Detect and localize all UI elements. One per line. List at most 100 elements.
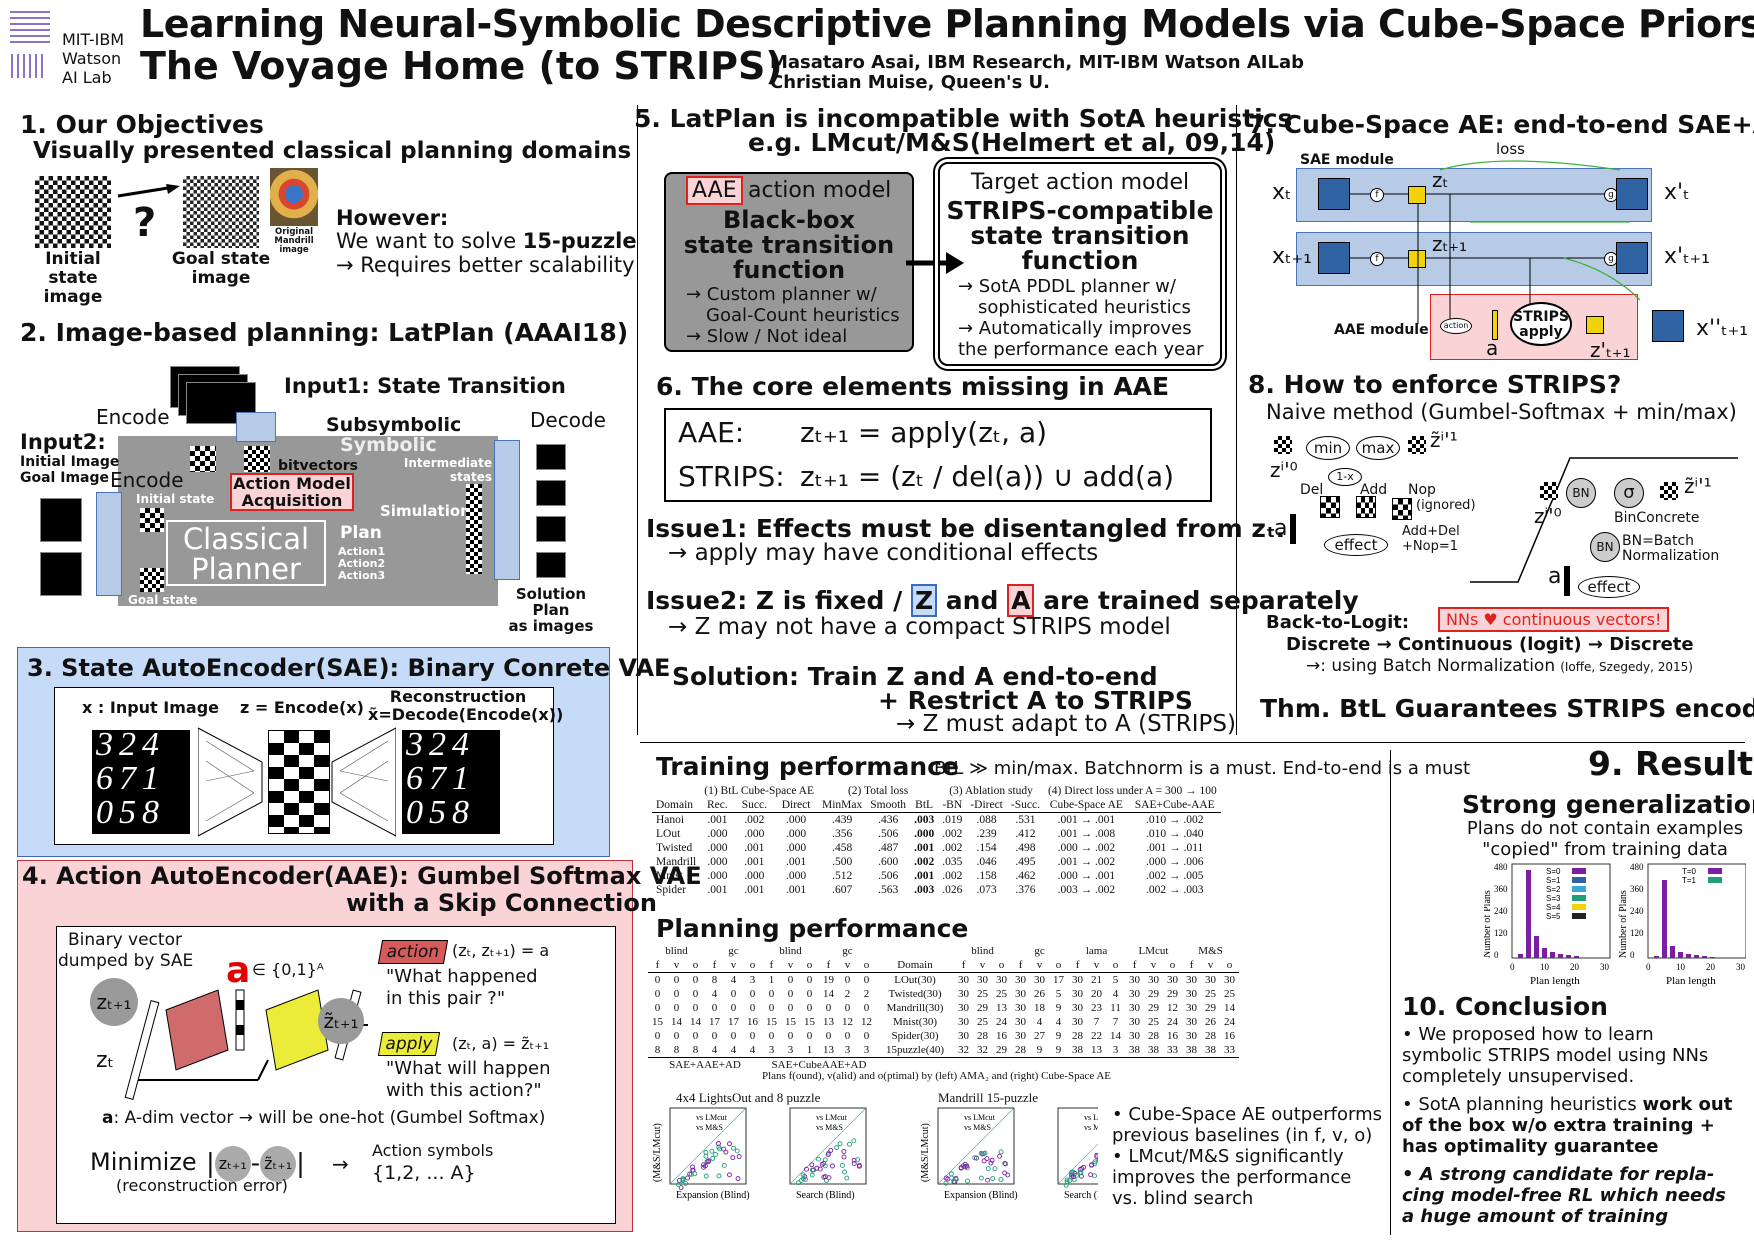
- histograms: 480 360 240 120 0 0 10 20 30 Plan length Number of…: [1482, 862, 1747, 996]
- fvo-header: f: [961, 959, 966, 971]
- table-cell: 9: [1036, 1044, 1043, 1056]
- table-cell: 30: [958, 1030, 970, 1042]
- table-cell: .002: [744, 814, 765, 826]
- encoder-net-left: [96, 492, 122, 596]
- table-cell: .000: [786, 870, 807, 882]
- xpt1-label: x'ₜ₊₁: [1664, 244, 1710, 269]
- loss-label: loss: [1496, 140, 1525, 158]
- histogram-legend: S=2: [1546, 885, 1561, 894]
- s10-heading: 10. Conclusion: [1402, 992, 1608, 1021]
- table-cell: 0: [673, 974, 680, 986]
- input2-initial-image: [40, 498, 82, 542]
- table-cell: .002: [942, 828, 963, 840]
- max-oval: max: [1356, 436, 1400, 460]
- table-row: 8 8 8 4 4 4 3 3 1 13 3 3 15puzzle(40) 32 32 29 28 9 9 38 13 3…: [648, 1043, 1239, 1058]
- histogram-xtick: 20: [1570, 962, 1580, 972]
- domain-cell: LOut(30): [894, 974, 936, 986]
- table-cell: .001: [744, 856, 765, 868]
- histogram-ytick: 360: [1630, 884, 1644, 894]
- table-cell: .035: [942, 856, 963, 868]
- histogram-bar: [1574, 956, 1579, 958]
- histogram-xtick: 0: [1646, 962, 1651, 972]
- target-model-label: Target action model: [970, 170, 1190, 195]
- s4-white-box: [56, 926, 616, 1224]
- table-cell: 38: [1186, 1044, 1198, 1056]
- table-cell: 30: [1186, 988, 1198, 1000]
- minimize-label: Minimize: [90, 1148, 197, 1176]
- initial-bits: [140, 508, 164, 532]
- table-cell: 0: [863, 1030, 870, 1042]
- table-cell: 5: [1055, 988, 1062, 1000]
- table-cell: .458: [832, 842, 853, 854]
- table-cell: 30: [1015, 988, 1027, 1000]
- table-cell: 15: [766, 1016, 777, 1028]
- goal-state-label: Goal state image: [171, 249, 271, 288]
- sae-row-2: [1296, 232, 1652, 286]
- plan-group-header: gc: [842, 945, 853, 957]
- btl-effect-oval: effect: [1578, 576, 1640, 598]
- table-cell: 12: [1167, 1002, 1179, 1014]
- solution-plan-label: Solution Plan as images: [508, 585, 594, 635]
- table-cell: .000: [744, 870, 765, 882]
- table-cell: 30: [1186, 1016, 1198, 1028]
- table-row: 0 0 0 8 4 3 1 0 0 19 0 0 LOut(30) 30 30 30 30 30 17 30 21 5 30…: [648, 973, 1239, 988]
- histogram-xtick: 0: [1510, 962, 1515, 972]
- table-cell: .000: [786, 842, 807, 854]
- table-cell: 1: [768, 974, 775, 986]
- naive-method: Naive method (Gumbel-Softmax + min/max): [1266, 400, 1737, 424]
- table-cell: 30: [1129, 988, 1141, 1000]
- table-cell: 15: [785, 1016, 796, 1028]
- results-divider: [1390, 750, 1391, 1235]
- encoder-net-top: [236, 412, 276, 442]
- scatter-xlabel: Expansion (Blind): [676, 1190, 750, 1201]
- table-cell: 28: [977, 1030, 989, 1042]
- del-bits: [1320, 496, 1340, 518]
- table-cell: Mnist: [656, 870, 683, 882]
- table-cell: .500: [832, 856, 853, 868]
- action-model-label: action model: [748, 178, 892, 203]
- bn-circle: BN: [1566, 478, 1596, 508]
- want-solve-text: We want to solve 15-puzzle: [336, 229, 637, 253]
- table-cell: 30: [958, 1002, 970, 1014]
- histogram-xtick: 30: [1600, 962, 1610, 972]
- table-row: LOut .000 .000 .000 .356 .506 .000 .002 .239 .412…: [652, 827, 1221, 841]
- table-cell: 0: [749, 1030, 756, 1042]
- table-cell: .000: [707, 842, 728, 854]
- table-cell: 29: [1148, 988, 1160, 1000]
- table-cell: 16: [1224, 1030, 1236, 1042]
- xppt1-block: [1652, 310, 1684, 342]
- table-cell: .073: [976, 884, 997, 896]
- table-cell: 33: [1167, 1044, 1179, 1056]
- author-1: Masataro Asai, IBM Research, MIT-IBM Wat…: [770, 52, 1305, 73]
- table-cell: 1: [806, 1044, 813, 1056]
- table-cell: 3: [768, 1044, 775, 1056]
- input-image-label: x : Input Image: [82, 698, 219, 717]
- scatter-ylabel: (M&S/LMcut): [652, 1123, 663, 1182]
- scatter-title-1: 4x4 LightsOut and 8 puzzle: [676, 1090, 821, 1105]
- btl-label: Back-to-Logit:: [1266, 612, 1410, 633]
- btl-a-bits: [1564, 566, 1570, 596]
- plan-group-header: blind: [971, 945, 994, 957]
- train-col-header: -Succ.: [1010, 799, 1040, 811]
- fvo-header: o: [1169, 959, 1176, 971]
- table-cell: 0: [863, 1002, 870, 1014]
- table-cell: 4: [1036, 1016, 1043, 1028]
- table-cell: 25: [977, 1016, 989, 1028]
- domain-header: Domain: [897, 959, 933, 971]
- plan-group-header: LMcut: [1138, 945, 1169, 957]
- histogram-xtick: 10: [1540, 962, 1550, 972]
- scatter-legend: vs LMcut: [964, 1113, 996, 1122]
- table-cell: 25: [1224, 988, 1236, 1000]
- table-cell: 0: [768, 1030, 775, 1042]
- table-cell: 3: [749, 974, 756, 986]
- table-cell: 23: [1091, 1002, 1103, 1014]
- table-cell: 25: [1148, 1016, 1160, 1028]
- xpt1-block: [1616, 242, 1648, 274]
- table-cell: .002 → .003: [1145, 884, 1204, 896]
- s4-heading-2: with a Skip Connection: [346, 889, 657, 917]
- s6-heading: 6. The core elements missing in AAE: [656, 372, 1170, 401]
